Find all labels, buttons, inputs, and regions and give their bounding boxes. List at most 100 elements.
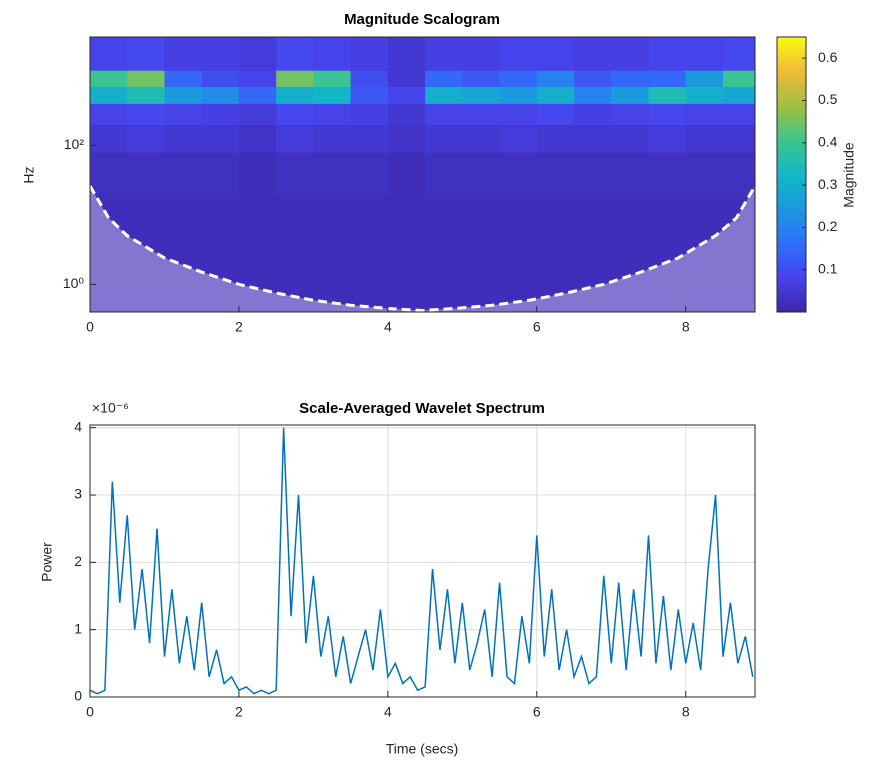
heatmap-cell [648, 193, 687, 252]
heatmap-cell [462, 103, 501, 125]
heatmap-cell [387, 86, 426, 104]
coi-line [90, 185, 755, 312]
heatmap-cell [127, 151, 165, 195]
heatmap-cell [201, 37, 240, 71]
heatmap-cell [313, 70, 352, 87]
y-tick-label: 1 [74, 620, 82, 636]
colorbar [776, 36, 807, 313]
heatmap-cell [611, 124, 650, 153]
heatmap-cell [462, 151, 501, 195]
heatmap-cell [164, 193, 203, 252]
heatmap-cell [387, 103, 426, 125]
heatmap-cell [276, 151, 314, 195]
colorbar-tick-label: 0.6 [818, 49, 838, 65]
colorbar-tick-label: 0.2 [818, 218, 838, 234]
heatmap-cell [313, 37, 352, 71]
x-tick-label: 8 [682, 704, 690, 720]
heatmap-cell [536, 37, 575, 71]
heatmap-cell [462, 70, 501, 87]
heatmap-cell [536, 193, 575, 252]
heatmap-cell [164, 151, 203, 195]
heatmap-cell [722, 37, 755, 71]
heatmap-cell [685, 37, 724, 71]
heatmap-cell [685, 103, 724, 125]
heatmap-cell [313, 193, 352, 252]
heatmap-cell [313, 103, 352, 125]
heatmap-cell [127, 251, 165, 312]
axes-box [89, 424, 756, 698]
x-tick-label: 4 [384, 704, 392, 720]
heatmap-cell [611, 251, 650, 312]
heatmap-cell [574, 151, 612, 195]
heatmap-cell [90, 151, 128, 195]
heatmap-cell [499, 37, 538, 71]
heatmap-cell [685, 251, 724, 312]
heatmap-cell [350, 103, 389, 125]
heatmap-cell [201, 70, 240, 87]
heatmap-cell [90, 193, 128, 252]
x-tick-label: 0 [86, 319, 94, 335]
chart-title: Magnitude Scalogram [344, 11, 500, 28]
heatmap-cell [127, 124, 165, 153]
colorbar-tick-label: 0.3 [818, 176, 838, 192]
heatmap-cell [536, 103, 575, 125]
heatmap-cell [313, 151, 352, 195]
heatmap-cell [164, 103, 203, 125]
heatmap-cell [425, 70, 463, 87]
heatmap-cell [238, 251, 277, 312]
heatmap-cell [536, 251, 575, 312]
heatmap-cell [238, 86, 277, 104]
heatmap-cell [387, 193, 426, 252]
heatmap-cell [127, 70, 165, 87]
heatmap-cell [90, 251, 128, 312]
heatmap-cell [238, 124, 277, 153]
heatmap-cell [499, 86, 538, 104]
heatmap-cell [574, 124, 612, 153]
heatmap-cell [164, 70, 203, 87]
heatmap-cell [90, 124, 128, 153]
line-series [89, 427, 754, 695]
heatmap-cell [276, 103, 314, 125]
x-tick-label: 4 [384, 319, 392, 335]
heatmap-cell [611, 37, 650, 71]
heatmap-cell [574, 37, 612, 71]
heatmap-cell [276, 70, 314, 87]
heatmap-cell [425, 103, 463, 125]
heatmap-cell [127, 86, 165, 104]
x-tick-label: 0 [86, 704, 94, 720]
heatmap-cell [536, 70, 575, 87]
heatmap-cell [313, 124, 352, 153]
y-tick-label: 2 [74, 553, 82, 569]
heatmap-cell [574, 251, 612, 312]
y-tick-label: 4 [74, 418, 82, 434]
y-exponent: ×10⁻⁶ [92, 400, 129, 416]
heatmap-cell [536, 86, 575, 104]
colorbar-tick-label: 0.4 [818, 133, 838, 149]
heatmap-cell [387, 151, 426, 195]
heatmap-cell [127, 103, 165, 125]
heatmap-cell [425, 151, 463, 195]
heatmap-cell [611, 151, 650, 195]
x-tick-label: 6 [533, 319, 541, 335]
heatmap-cell [201, 251, 240, 312]
heatmap-cell [648, 151, 687, 195]
heatmap-cell [499, 70, 538, 87]
heatmap-cell [648, 70, 687, 87]
heatmap-cell [90, 70, 128, 87]
heatmap-cell [425, 193, 463, 252]
heatmap-cell [350, 124, 389, 153]
coi-shade [90, 185, 755, 312]
heatmap-cell [499, 124, 538, 153]
heatmap-cell [685, 70, 724, 87]
heatmap-cell [164, 37, 203, 71]
heatmap-cell [127, 37, 165, 71]
heatmap-cell [276, 86, 314, 104]
x-tick-label: 8 [682, 319, 690, 335]
heatmap-cell [238, 151, 277, 195]
heatmap-cell [574, 193, 612, 252]
x-tick-label: 6 [533, 704, 541, 720]
heatmap-cell [350, 37, 389, 71]
heatmap-cell [574, 86, 612, 104]
heatmap-cell [201, 124, 240, 153]
